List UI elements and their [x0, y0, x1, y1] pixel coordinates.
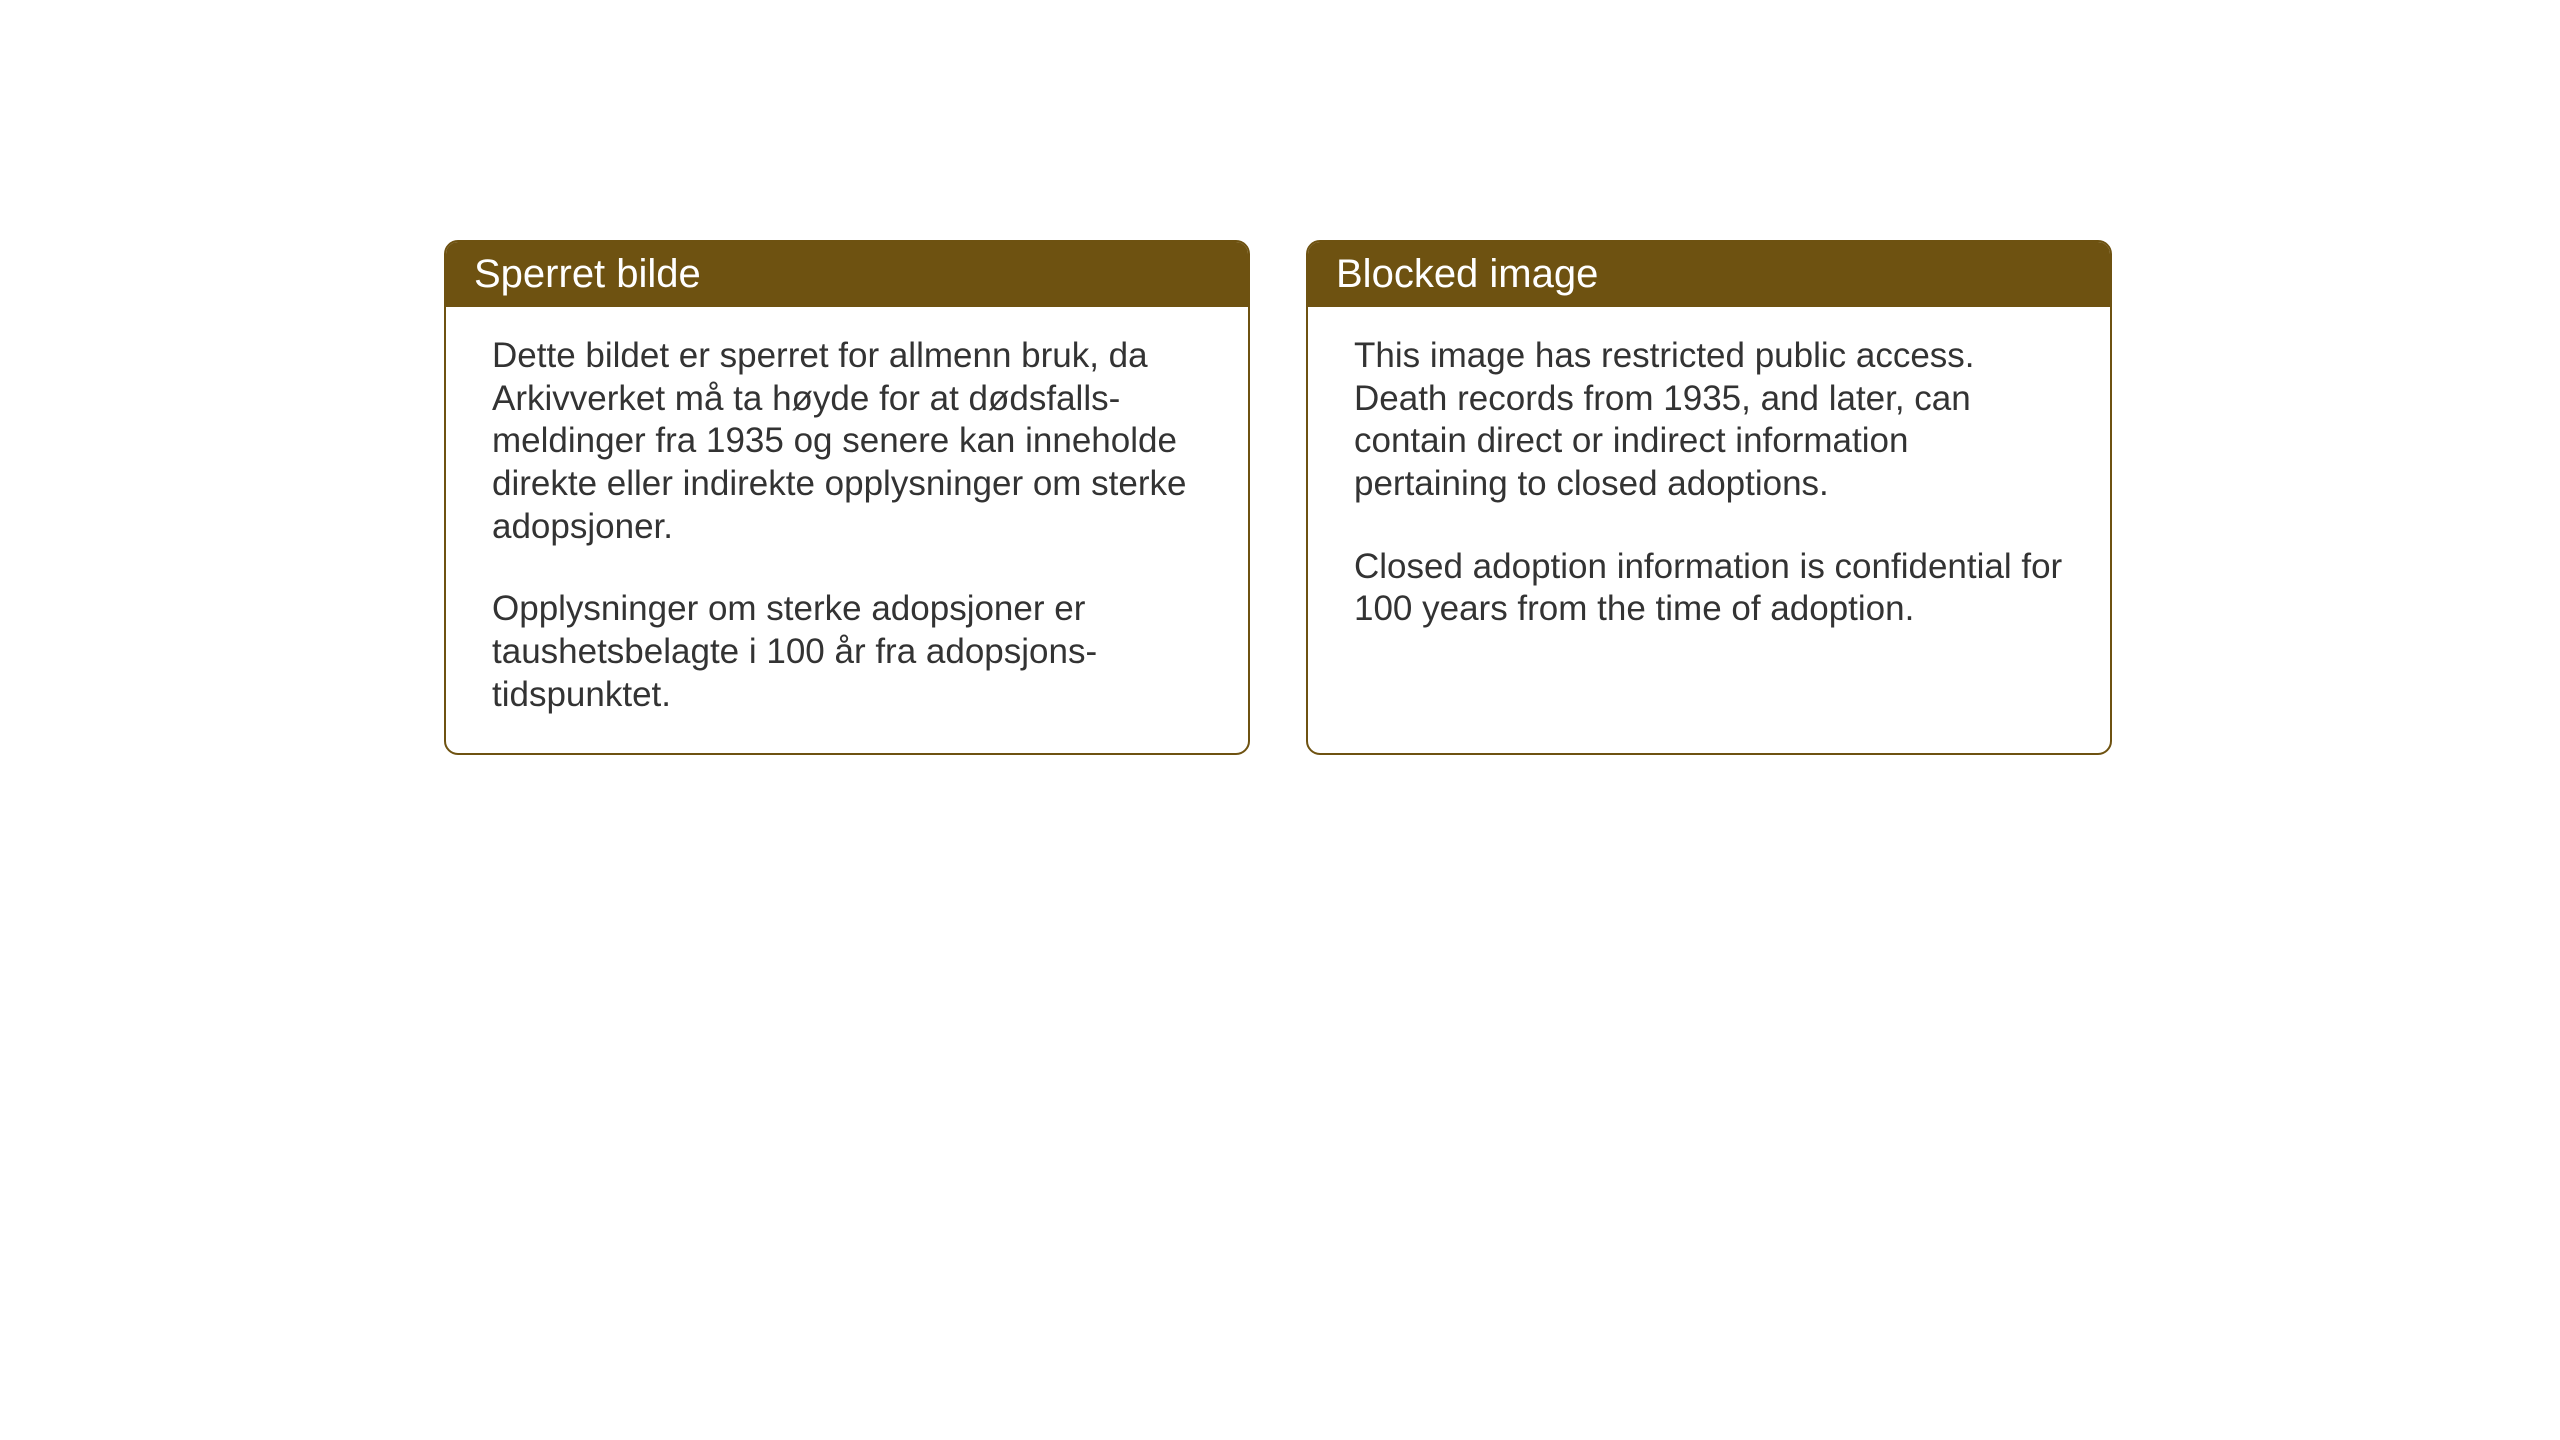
card-english: Blocked image This image has restricted …: [1306, 240, 2112, 755]
card-norwegian: Sperret bilde Dette bildet er sperret fo…: [444, 240, 1250, 755]
card-english-paragraph-2: Closed adoption information is confident…: [1354, 546, 2064, 631]
card-english-title: Blocked image: [1336, 252, 1598, 296]
card-english-body: This image has restricted public access.…: [1308, 307, 2110, 667]
card-norwegian-paragraph-2: Opplysninger om sterke adopsjoner er tau…: [492, 588, 1202, 716]
card-english-header: Blocked image: [1308, 242, 2110, 307]
card-norwegian-title: Sperret bilde: [474, 252, 701, 296]
card-norwegian-header: Sperret bilde: [446, 242, 1248, 307]
card-english-paragraph-1: This image has restricted public access.…: [1354, 335, 2064, 506]
card-norwegian-paragraph-1: Dette bildet er sperret for allmenn bruk…: [492, 335, 1202, 548]
card-norwegian-body: Dette bildet er sperret for allmenn bruk…: [446, 307, 1248, 753]
cards-container: Sperret bilde Dette bildet er sperret fo…: [0, 0, 2560, 755]
